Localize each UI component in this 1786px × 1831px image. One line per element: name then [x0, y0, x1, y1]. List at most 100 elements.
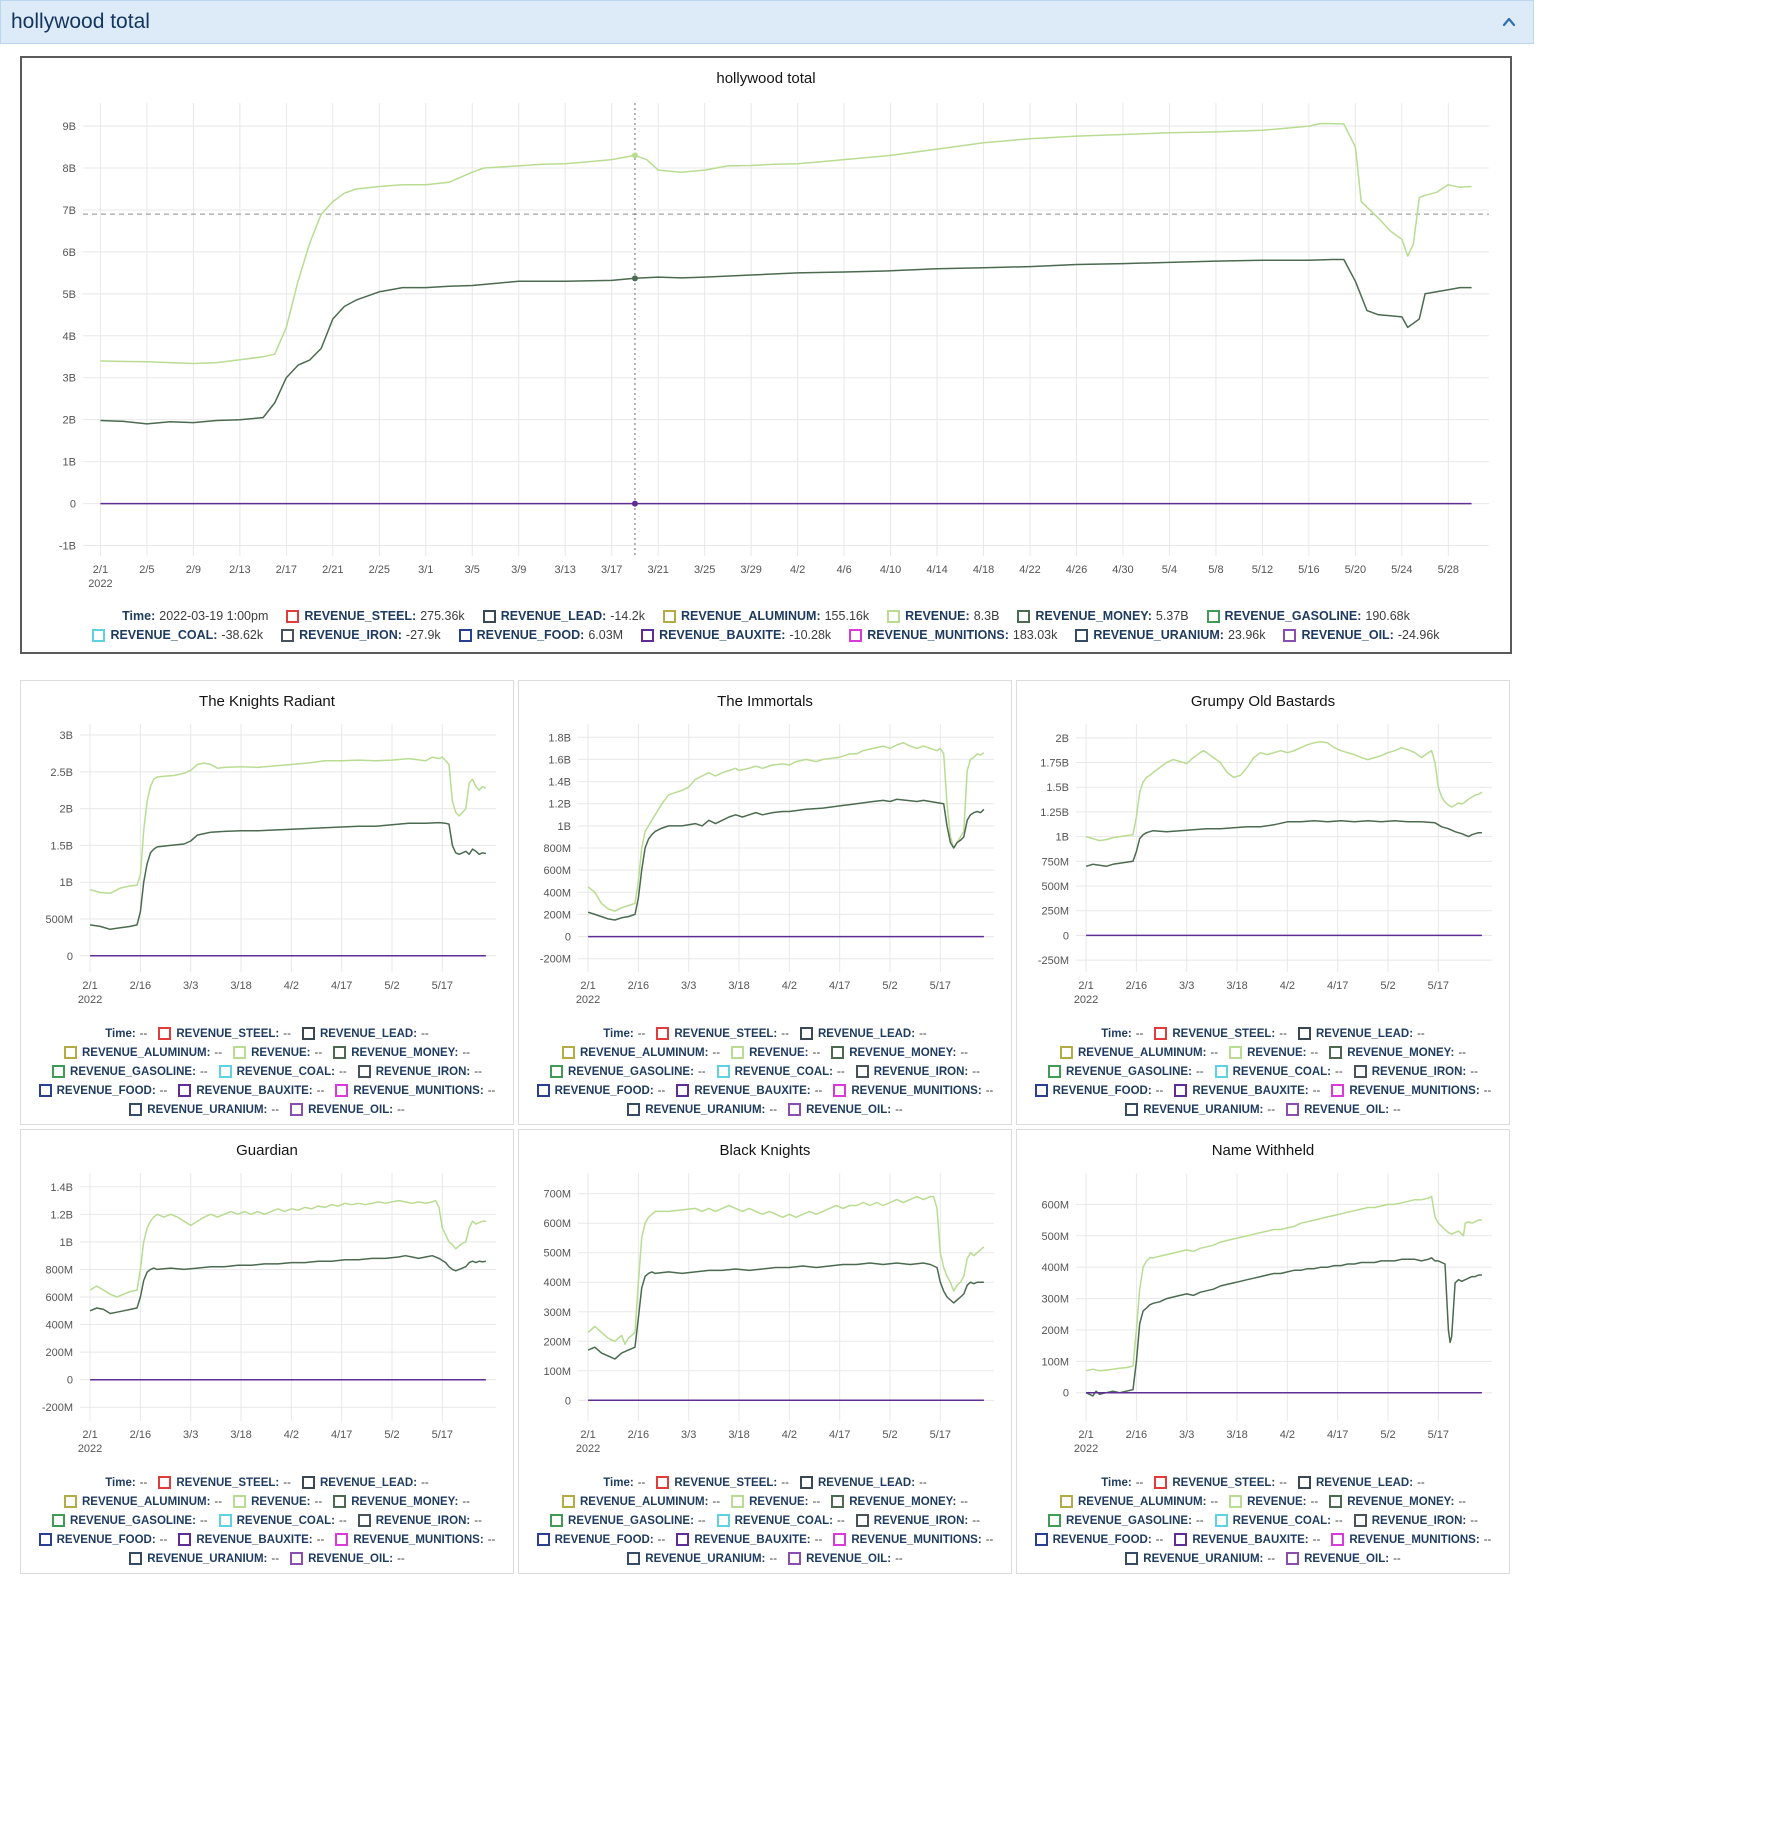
legend-item-revenue_munitions[interactable]: REVENUE_MUNITIONS: -- [1331, 1533, 1491, 1546]
legend-item-revenue_uranium[interactable]: REVENUE_URANIUM: -- [627, 1103, 777, 1116]
legend-item-revenue[interactable]: REVENUE: -- [233, 1046, 322, 1059]
legend-item-revenue_coal[interactable]: REVENUE_COAL: -- [1214, 1514, 1343, 1527]
legend-item-revenue_coal[interactable]: REVENUE_COAL: -- [716, 1514, 845, 1527]
chart-plot-area[interactable]: 2/1 2022 2/16 3/3 3/18 4/2 4/17 5/2 5/17 0 100M 200… [1019, 1161, 1507, 1466]
legend-item-revenue_food[interactable]: REVENUE_FOOD: -- [536, 1533, 665, 1546]
legend-item-revenue_food[interactable]: REVENUE_FOOD: 6.03M [458, 628, 623, 642]
legend-item-revenue_money[interactable]: REVENUE_MONEY: -- [1329, 1495, 1466, 1508]
chart-canvas[interactable]: 2/1 2022 2/16 3/3 3/18 4/2 4/17 5/2 5/17 -250M 0 25… [1024, 712, 1502, 1012]
legend-item-time[interactable]: Time: -- [1101, 1028, 1143, 1040]
legend-item-revenue_money[interactable]: REVENUE_MONEY: -- [333, 1495, 470, 1508]
legend-item-revenue_gasoline[interactable]: REVENUE_GASOLINE: -- [52, 1514, 208, 1527]
legend-item-revenue_oil[interactable]: REVENUE_OIL: -- [290, 1103, 405, 1116]
legend-item-revenue_steel[interactable]: REVENUE_STEEL: -- [656, 1027, 789, 1040]
legend-item-revenue_oil[interactable]: REVENUE_OIL: -- [290, 1552, 405, 1565]
legend-item-revenue_steel[interactable]: REVENUE_STEEL: -- [158, 1027, 291, 1040]
legend-item-revenue_money[interactable]: REVENUE_MONEY: -- [1329, 1046, 1466, 1059]
legend-item-revenue_oil[interactable]: REVENUE_OIL: -24.96k [1283, 628, 1440, 642]
legend-item-revenue_aluminum[interactable]: REVENUE_ALUMINUM: -- [1059, 1495, 1218, 1508]
legend-item-revenue_munitions[interactable]: REVENUE_MUNITIONS: -- [833, 1533, 993, 1546]
legend-item-revenue_coal[interactable]: REVENUE_COAL: -- [218, 1065, 347, 1078]
chart-canvas[interactable]: 2/1 2022 2/16 3/3 3/18 4/2 4/17 5/2 5/17 0 100M 200… [526, 1161, 1004, 1461]
legend-item-revenue_uranium[interactable]: REVENUE_URANIUM: -- [129, 1103, 279, 1116]
legend-item-revenue_aluminum[interactable]: REVENUE_ALUMINUM: 155.16k [663, 609, 869, 623]
legend-item-revenue_money[interactable]: REVENUE_MONEY: 5.37B [1017, 609, 1189, 623]
legend-item-revenue_munitions[interactable]: REVENUE_MUNITIONS: -- [833, 1084, 993, 1097]
legend-item-revenue_lead[interactable]: REVENUE_LEAD: -- [301, 1476, 429, 1489]
legend-item-revenue_food[interactable]: REVENUE_FOOD: -- [1034, 1533, 1163, 1546]
chart-plot-area[interactable]: 2/1 2022 2/16 3/3 3/18 4/2 4/17 5/2 5/17 -200M 0 20… [521, 712, 1009, 1017]
legend-item-revenue_oil[interactable]: REVENUE_OIL: -- [1286, 1552, 1401, 1565]
legend-item-revenue_money[interactable]: REVENUE_MONEY: -- [831, 1046, 968, 1059]
legend-item-revenue_iron[interactable]: REVENUE_IRON: -- [357, 1514, 482, 1527]
legend-item-revenue_lead[interactable]: REVENUE_LEAD: -- [1297, 1476, 1425, 1489]
legend-item-revenue_aluminum[interactable]: REVENUE_ALUMINUM: -- [63, 1495, 222, 1508]
legend-item-revenue_steel[interactable]: REVENUE_STEEL: -- [1154, 1027, 1287, 1040]
legend-item-revenue_oil[interactable]: REVENUE_OIL: -- [788, 1103, 903, 1116]
legend-item-revenue_coal[interactable]: REVENUE_COAL: -- [1214, 1065, 1343, 1078]
chart-plot-area[interactable]: 2/1 2022 2/16 3/3 3/18 4/2 4/17 5/2 5/17 -200M 0 20… [23, 1161, 511, 1466]
legend-item-revenue_bauxite[interactable]: REVENUE_BAUXITE: -- [1174, 1533, 1320, 1546]
legend-item-revenue_munitions[interactable]: REVENUE_MUNITIONS: -- [335, 1084, 495, 1097]
legend-item-revenue_oil[interactable]: REVENUE_OIL: -- [788, 1552, 903, 1565]
legend-item-time[interactable]: Time: -- [1101, 1477, 1143, 1489]
legend-item-revenue_bauxite[interactable]: REVENUE_BAUXITE: -- [676, 1533, 822, 1546]
legend-item-revenue_lead[interactable]: REVENUE_LEAD: -- [301, 1027, 429, 1040]
legend-item-revenue[interactable]: REVENUE: 8.3B [887, 609, 999, 623]
chart-plot-area[interactable]: 2/1 2022 2/16 3/3 3/18 4/2 4/17 5/2 5/17 0 500M 1B 1… [23, 712, 511, 1017]
legend-item-revenue_uranium[interactable]: REVENUE_URANIUM: -- [627, 1552, 777, 1565]
legend-item-revenue_gasoline[interactable]: REVENUE_GASOLINE: -- [52, 1065, 208, 1078]
legend-item-time[interactable]: Time: -- [603, 1028, 645, 1040]
legend-item-revenue_food[interactable]: REVENUE_FOOD: -- [536, 1084, 665, 1097]
legend-item-revenue_munitions[interactable]: REVENUE_MUNITIONS: -- [1331, 1084, 1491, 1097]
legend-item-revenue[interactable]: REVENUE: -- [731, 1046, 820, 1059]
legend-item-revenue_gasoline[interactable]: REVENUE_GASOLINE: -- [1048, 1065, 1204, 1078]
legend-item-time[interactable]: Time: -- [603, 1477, 645, 1489]
legend-item-revenue_food[interactable]: REVENUE_FOOD: -- [38, 1084, 167, 1097]
legend-item-revenue[interactable]: REVENUE: -- [1229, 1495, 1318, 1508]
chart-canvas[interactable]: 2/1 2022 2/16 3/3 3/18 4/2 4/17 5/2 5/17 0 100M 200… [1024, 1161, 1502, 1461]
legend-item-revenue_lead[interactable]: REVENUE_LEAD: -14.2k [482, 609, 645, 623]
legend-item-revenue_munitions[interactable]: REVENUE_MUNITIONS: 183.03k [849, 628, 1057, 642]
legend-item-revenue_uranium[interactable]: REVENUE_URANIUM: -- [1125, 1103, 1275, 1116]
chart-canvas[interactable]: 2/1 2022 2/5 2/9 2/13 2/17 2/21 2/25 3/1 3/5 3/9 3/… [27, 91, 1505, 596]
chart-canvas[interactable]: 2/1 2022 2/16 3/3 3/18 4/2 4/17 5/2 5/17 -200M 0 20… [526, 712, 1004, 1012]
legend-item-time[interactable]: Time: 2022-03-19 1:00pm [122, 609, 268, 623]
collapse-panel-button[interactable] [1499, 14, 1519, 30]
chart-plot-area[interactable]: 2/1 2022 2/16 3/3 3/18 4/2 4/17 5/2 5/17 0 100M 200… [521, 1161, 1009, 1466]
legend-item-revenue_bauxite[interactable]: REVENUE_BAUXITE: -- [676, 1084, 822, 1097]
legend-item-revenue_steel[interactable]: REVENUE_STEEL: -- [1154, 1476, 1287, 1489]
legend-item-revenue_iron[interactable]: REVENUE_IRON: -- [855, 1514, 980, 1527]
legend-item-revenue[interactable]: REVENUE: -- [1229, 1046, 1318, 1059]
legend-item-revenue_money[interactable]: REVENUE_MONEY: -- [333, 1046, 470, 1059]
legend-item-revenue_uranium[interactable]: REVENUE_URANIUM: -- [129, 1552, 279, 1565]
legend-item-revenue_gasoline[interactable]: REVENUE_GASOLINE: -- [550, 1065, 706, 1078]
legend-item-time[interactable]: Time: -- [105, 1028, 147, 1040]
legend-item-revenue_food[interactable]: REVENUE_FOOD: -- [38, 1533, 167, 1546]
legend-item-revenue_coal[interactable]: REVENUE_COAL: -38.62k [92, 628, 263, 642]
legend-item-revenue_aluminum[interactable]: REVENUE_ALUMINUM: -- [561, 1046, 720, 1059]
legend-item-time[interactable]: Time: -- [105, 1477, 147, 1489]
legend-item-revenue_iron[interactable]: REVENUE_IRON: -- [1353, 1514, 1478, 1527]
legend-item-revenue_iron[interactable]: REVENUE_IRON: -- [1353, 1065, 1478, 1078]
chart-plot-area[interactable]: 2/1 2022 2/16 3/3 3/18 4/2 4/17 5/2 5/17 -250M 0 25… [1019, 712, 1507, 1017]
chart-plot-area[interactable]: 2/1 2022 2/5 2/9 2/13 2/17 2/21 2/25 3/1 3/5 3/9 3/… [22, 91, 1510, 601]
legend-item-revenue_aluminum[interactable]: REVENUE_ALUMINUM: -- [561, 1495, 720, 1508]
legend-item-revenue_bauxite[interactable]: REVENUE_BAUXITE: -- [178, 1084, 324, 1097]
legend-item-revenue_iron[interactable]: REVENUE_IRON: -- [855, 1065, 980, 1078]
legend-item-revenue_aluminum[interactable]: REVENUE_ALUMINUM: -- [1059, 1046, 1218, 1059]
legend-item-revenue_iron[interactable]: REVENUE_IRON: -- [357, 1065, 482, 1078]
legend-item-revenue_bauxite[interactable]: REVENUE_BAUXITE: -10.28k [641, 628, 831, 642]
legend-item-revenue_money[interactable]: REVENUE_MONEY: -- [831, 1495, 968, 1508]
legend-item-revenue_oil[interactable]: REVENUE_OIL: -- [1286, 1103, 1401, 1116]
legend-item-revenue_bauxite[interactable]: REVENUE_BAUXITE: -- [1174, 1084, 1320, 1097]
legend-item-revenue_gasoline[interactable]: REVENUE_GASOLINE: 190.68k [1206, 609, 1410, 623]
legend-item-revenue_gasoline[interactable]: REVENUE_GASOLINE: -- [550, 1514, 706, 1527]
legend-item-revenue_steel[interactable]: REVENUE_STEEL: -- [158, 1476, 291, 1489]
legend-item-revenue_lead[interactable]: REVENUE_LEAD: -- [799, 1476, 927, 1489]
legend-item-revenue_coal[interactable]: REVENUE_COAL: -- [716, 1065, 845, 1078]
legend-item-revenue_food[interactable]: REVENUE_FOOD: -- [1034, 1084, 1163, 1097]
legend-item-revenue_bauxite[interactable]: REVENUE_BAUXITE: -- [178, 1533, 324, 1546]
chart-canvas[interactable]: 2/1 2022 2/16 3/3 3/18 4/2 4/17 5/2 5/17 0 500M 1B 1… [28, 712, 506, 1012]
legend-item-revenue_lead[interactable]: REVENUE_LEAD: -- [799, 1027, 927, 1040]
